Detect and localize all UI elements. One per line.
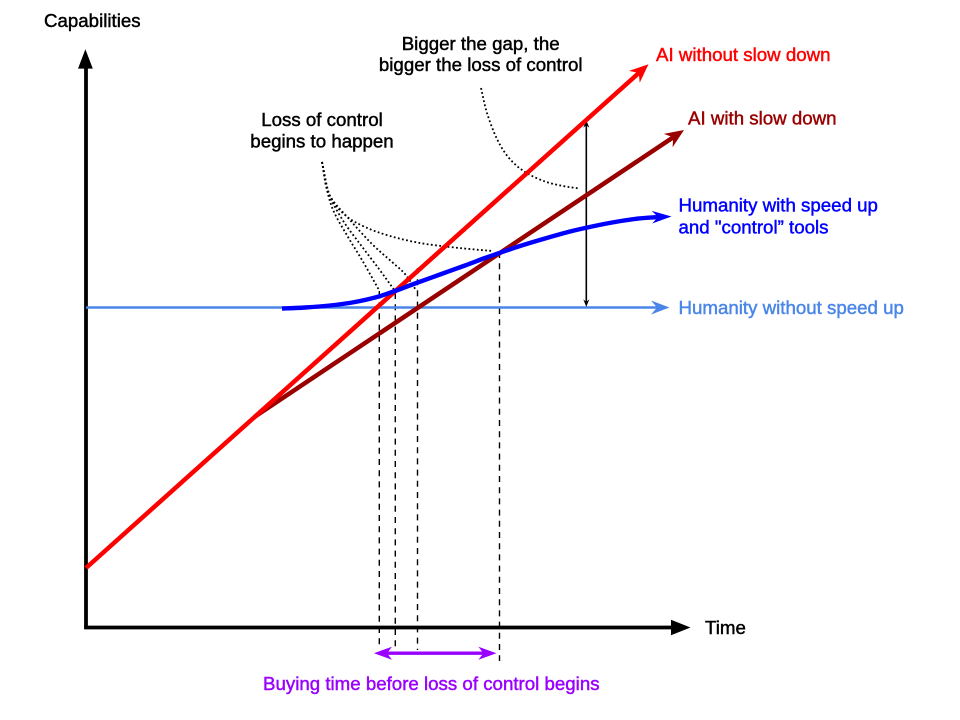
svg-text:Humanity without speed up: Humanity without speed up <box>679 297 904 318</box>
svg-text:bigger the loss of control: bigger the loss of control <box>379 54 583 75</box>
svg-text:Loss of control: Loss of control <box>261 109 383 130</box>
svg-text:Buying time before loss of con: Buying time before loss of control begin… <box>263 673 600 694</box>
svg-text:Time: Time <box>705 617 746 638</box>
svg-text:AI with slow down: AI with slow down <box>688 108 837 129</box>
svg-text:Humanity with speed up: Humanity with speed up <box>679 195 878 216</box>
svg-text:begins to happen: begins to happen <box>250 131 393 152</box>
svg-text:AI without slow down: AI without slow down <box>656 44 831 65</box>
svg-text:Capabilities: Capabilities <box>44 10 141 31</box>
svg-text:Bigger the gap, the: Bigger the gap, the <box>402 33 560 54</box>
svg-text:and "control” tools: and "control” tools <box>679 217 829 238</box>
